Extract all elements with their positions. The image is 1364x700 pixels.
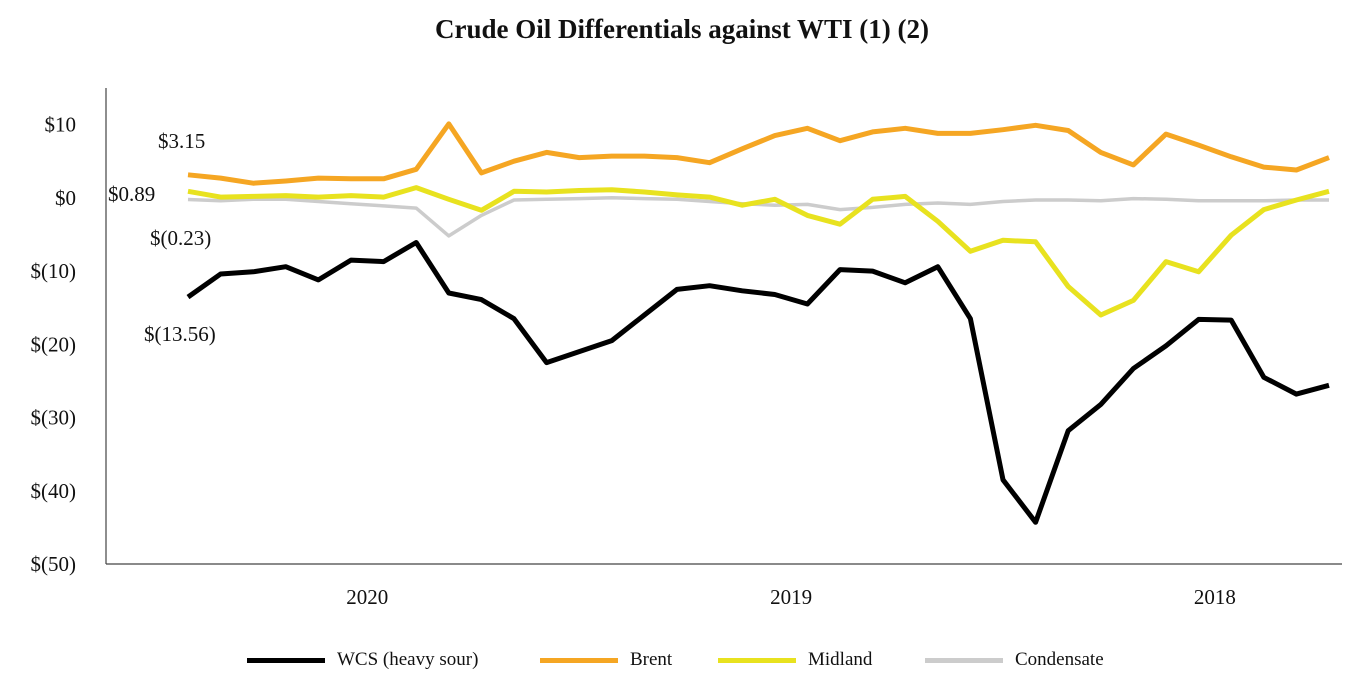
y-tick-label: $(10) [31,259,77,283]
y-tick-label: $(30) [31,406,77,430]
legend-item-midland: Midland [718,645,872,675]
legend-label-wcs: WCS (heavy sour) [337,649,479,670]
legend-item-wcs: WCS (heavy sour) [247,645,478,675]
x-tick-label: 2020 [346,585,388,609]
legend: WCS (heavy sour) Brent Midland Condensat… [0,645,1364,675]
y-tick-label: $10 [45,113,77,137]
legend-label-midland: Midland [808,649,873,670]
legend-item-condensate: Condensate [925,645,1104,675]
data-label-wcs: $(13.56) [144,322,216,346]
y-tick-label: $0 [55,186,76,210]
data-label-brent: $3.15 [158,129,205,153]
x-tick-label: 2018 [1194,585,1236,609]
legend-item-brent: Brent [540,645,672,675]
legend-label-brent: Brent [630,649,673,670]
chart-title: Crude Oil Differentials against WTI (1) … [435,14,929,44]
legend-swatch-condensate [925,657,1003,663]
y-axis: $10 $0 $(10) $(20) $(30) $(40) $(50) [31,88,107,576]
series-line-wcs [186,240,1330,525]
legend-label-condensate: Condensate [1015,649,1104,670]
series-line-brent [187,121,1330,186]
data-label-midland: $0.89 [108,182,155,206]
y-tick-label: $(50) [31,552,77,576]
data-labels: $3.15 $0.89 $(0.23) $(13.56) [108,129,216,346]
data-label-condensate: $(0.23) [150,226,211,250]
legend-swatch-brent [540,657,618,663]
x-tick-label: 2019 [770,585,812,609]
legend-swatch-wcs [247,657,325,663]
legend-swatch-midland [718,657,796,663]
series-line-midland [187,185,1330,318]
y-tick-label: $(20) [31,332,77,356]
line-chart: $10$0$(10)$(20)$(30)$(40)$(50) 2020 2019 2… [31,88,1342,609]
y-tick-label: $(40) [31,479,77,503]
series-lines [186,121,1330,525]
x-axis: 2020 2019 2018 [106,563,1342,609]
